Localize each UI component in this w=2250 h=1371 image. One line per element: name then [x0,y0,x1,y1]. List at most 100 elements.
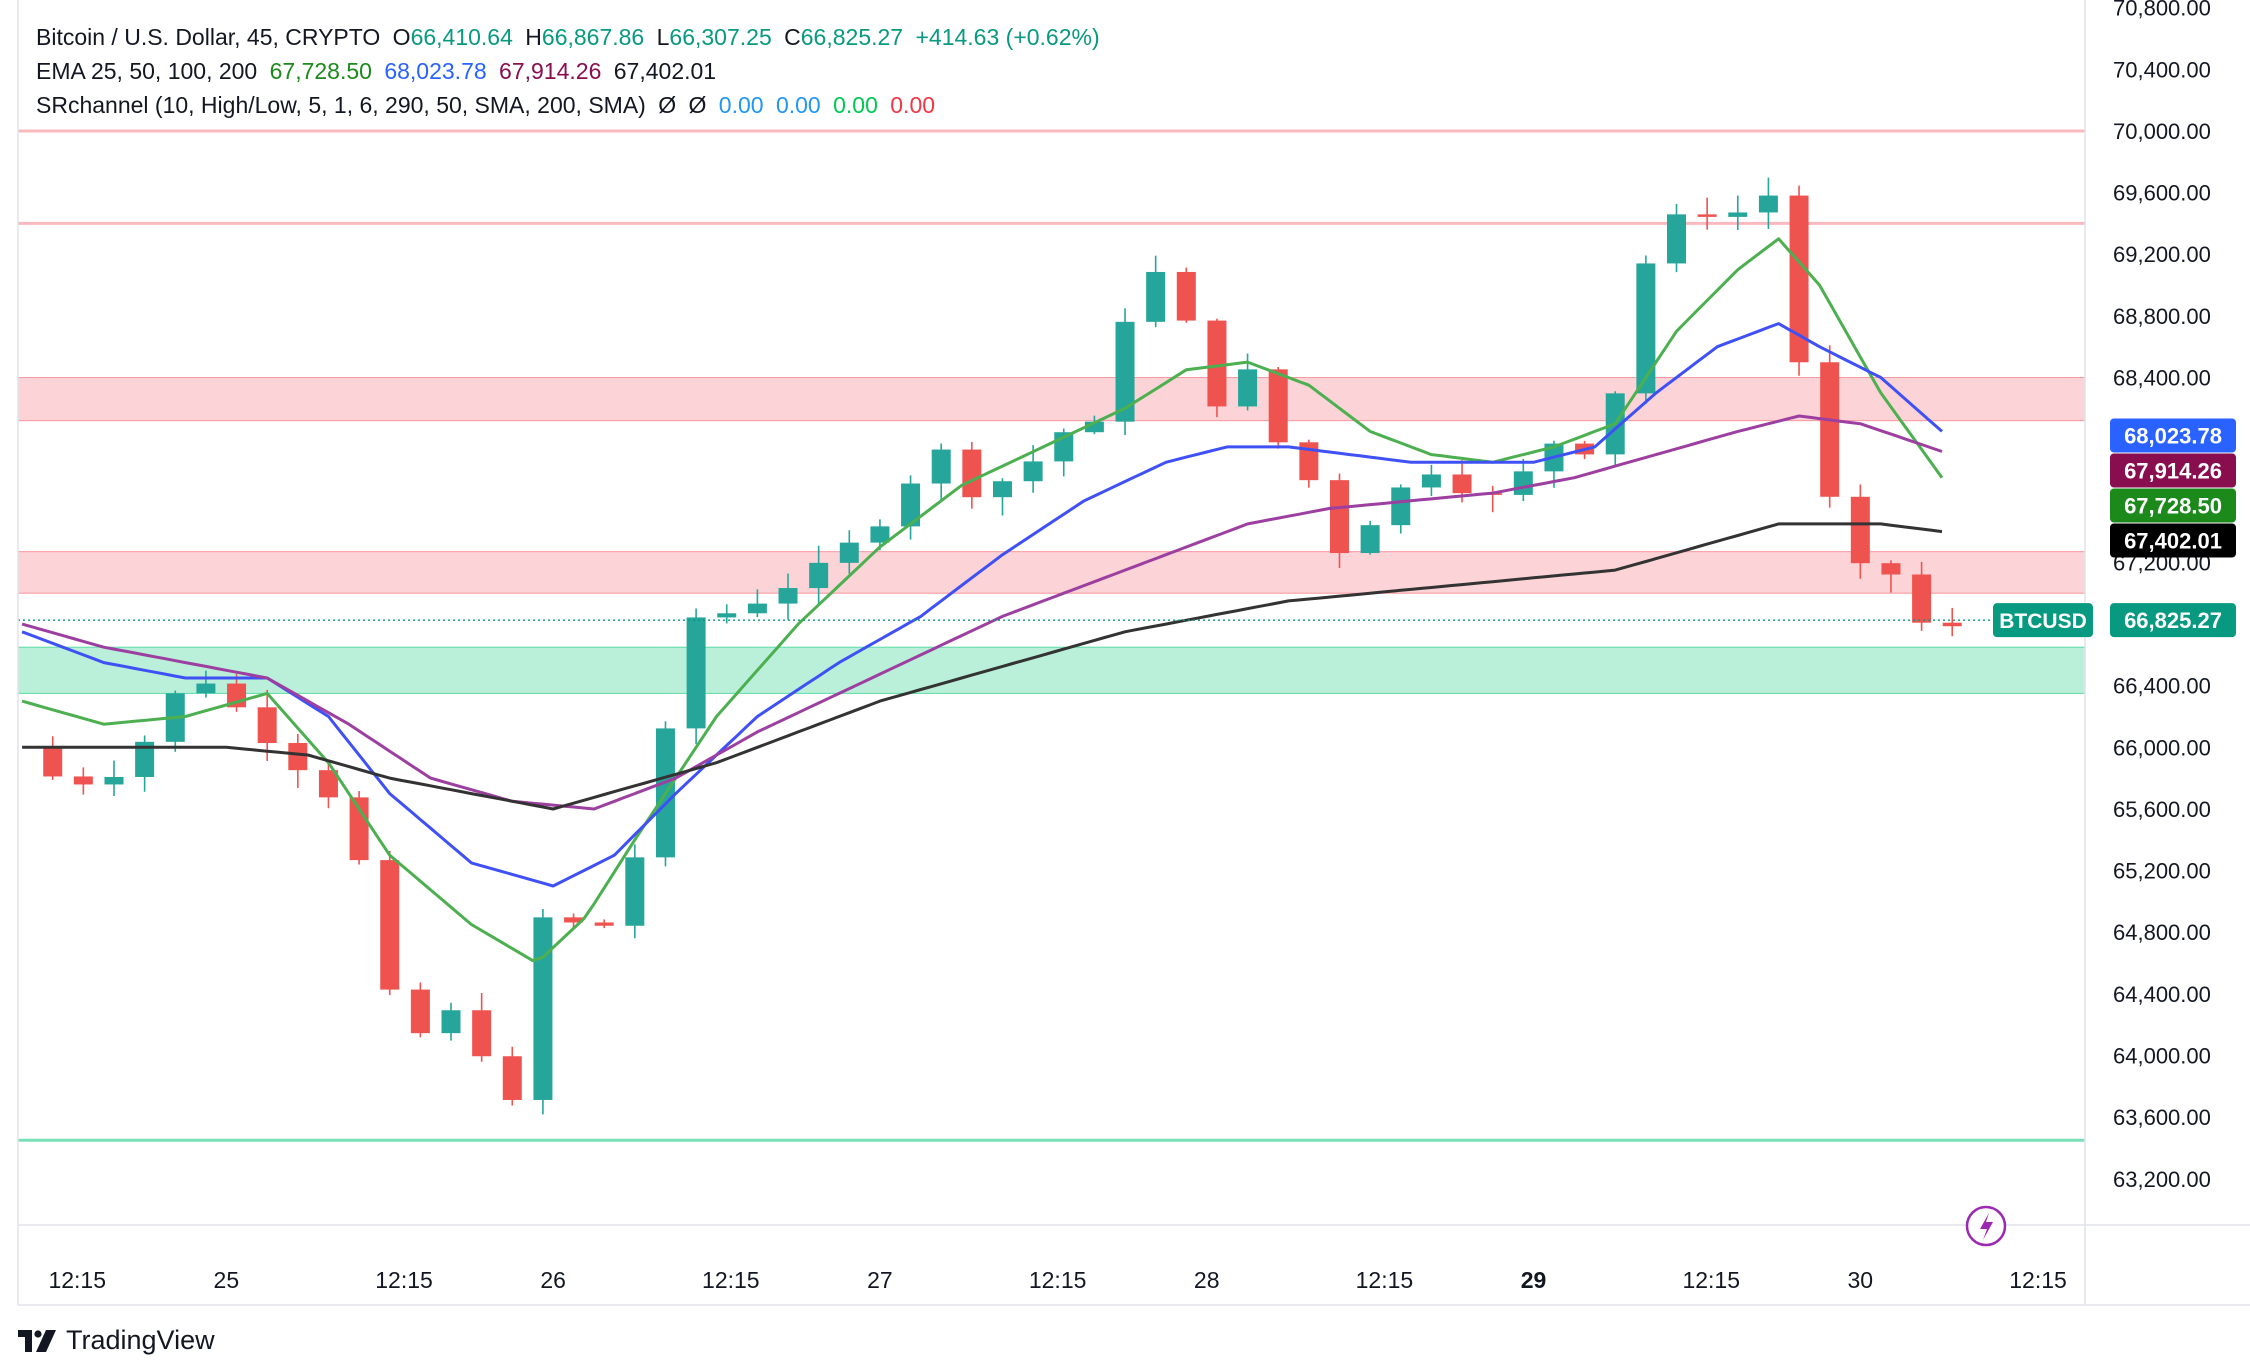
low-label: L [656,24,670,50]
candle-up [441,1010,461,1034]
candle-down [594,922,614,926]
candle-up [1421,474,1441,488]
high-value: 66,867.86 [541,24,645,50]
candle-down [1268,369,1288,443]
tradingview-logo[interactable]: TradingView [18,1325,215,1356]
price-tick-label: 70,000.00 [2113,119,2211,144]
candle-down [962,449,982,498]
time-tick-label: 12:15 [375,1267,433,1293]
price-tick-label: 70,400.00 [2113,57,2211,82]
candle-up [1758,195,1778,213]
candle-down [1850,496,1870,564]
price-tick-label: 68,400.00 [2113,366,2211,391]
price-tick-label: 69,200.00 [2113,242,2211,267]
legend-ema: EMA 25, 50, 100, 200 67,728.50 68,023.78… [36,54,722,88]
candles [43,177,1962,1115]
legend-srchannel: SRchannel (10, High/Low, 5, 1, 6, 290, 5… [36,88,941,122]
sr-value-2: 0.00 [775,92,821,118]
sr-lines [18,129,2085,1142]
candle-up [839,542,859,563]
candle-up [686,617,706,729]
candle-up [809,562,829,589]
sr-zone-resistance [17,377,2086,422]
sr-value-4: 0.00 [890,92,936,118]
candle-down [472,1010,492,1057]
candle-down [1452,474,1472,494]
close-value: 66,825.27 [800,24,904,50]
change-value: +414.63 (+0.62%) [915,24,1100,50]
candle-down [73,776,93,785]
time-tick-label: 26 [540,1267,566,1293]
candle-up [1667,214,1686,264]
candle-down [1697,214,1717,217]
price-tag-label: 68,023.78 [2124,423,2222,448]
candle-down [288,743,308,771]
srchannel-label[interactable]: SRchannel (10, High/Low, 5, 1, 6, 290, 5… [36,92,646,118]
candle-up [1023,461,1043,482]
time-tick-label: 12:15 [2009,1267,2067,1293]
ema-line-2 [21,322,1943,888]
ema100-value: 67,914.26 [499,58,602,84]
candle-up [931,449,951,484]
candle-down [1789,195,1809,363]
price-tag-label: 67,728.50 [2124,493,2222,518]
candle-up [1391,487,1411,526]
candle-down [1881,563,1901,575]
price-tag [2110,488,2236,523]
candle-down [1942,622,1962,627]
candle-up [747,603,767,614]
price-axis-bg[interactable] [2085,0,2250,1305]
sr-na-2: Ø [688,92,707,118]
open-label: O [392,24,411,50]
symbol-title[interactable]: Bitcoin / U.S. Dollar, 45, CRYPTO [36,24,381,50]
ema-line-4 [22,522,1943,811]
candle-up [104,776,124,785]
candle-up [992,481,1012,498]
time-tick-label: 27 [867,1267,893,1293]
candle-down [1912,574,1932,623]
price-tag-label: 67,914.26 [2124,458,2222,483]
candle-up [1513,471,1533,495]
sr-zone-resistance [17,551,2086,594]
price-tag-label: 67,402.01 [2124,528,2222,553]
candle-up [1238,369,1258,407]
sr-value-3: 0.00 [833,92,878,118]
symbol-tag-label: BTCUSD [1999,610,2087,633]
candle-down [564,917,584,923]
price-tick-label: 63,200.00 [2113,1167,2211,1192]
candle-up [1360,525,1380,554]
candle-up [717,613,737,618]
candle-down [380,860,400,990]
time-tick-label: 12:15 [702,1267,760,1293]
candle-down [410,989,430,1034]
candle-up [901,483,921,527]
price-tags: 68,023.78 67,914.26 67,728.50 67,402.01 66,8… [1993,418,2236,638]
price-tick-label: 69,600.00 [2113,181,2211,206]
candle-up [135,741,155,777]
close-label: C [784,24,801,50]
price-tag [2110,418,2236,453]
time-tick-label: 29 [1521,1267,1547,1293]
ema-label[interactable]: EMA 25, 50, 100, 200 [36,58,258,84]
high-label: H [525,24,542,50]
price-tick-label: 64,400.00 [2113,982,2211,1007]
candle-up [778,588,798,604]
price-tag-label: 66,825.27 [2124,608,2222,633]
candle-up [625,857,645,926]
price-tag [2110,603,2236,638]
legend-ohlc: Bitcoin / U.S. Dollar, 45, CRYPTO O66,41… [36,20,1106,54]
candle-down [502,1056,522,1100]
candle-down [1176,271,1196,321]
time-tick-label: 30 [1848,1267,1874,1293]
price-tick-label: 66,000.00 [2113,735,2211,760]
time-axis[interactable]: 12:15 25 12:15 26 12:15 27 12:15 28 12:15 29 12:15… [48,1267,2066,1293]
candle-down [1820,362,1840,497]
candle-down [349,797,369,861]
sr-na-1: Ø [658,92,677,118]
candle-down [43,747,63,777]
price-tick-label: 68,800.00 [2113,304,2211,329]
candle-up [1636,263,1656,394]
replay-icon[interactable] [1965,1205,2007,1247]
sr-zone-support [17,646,2086,694]
